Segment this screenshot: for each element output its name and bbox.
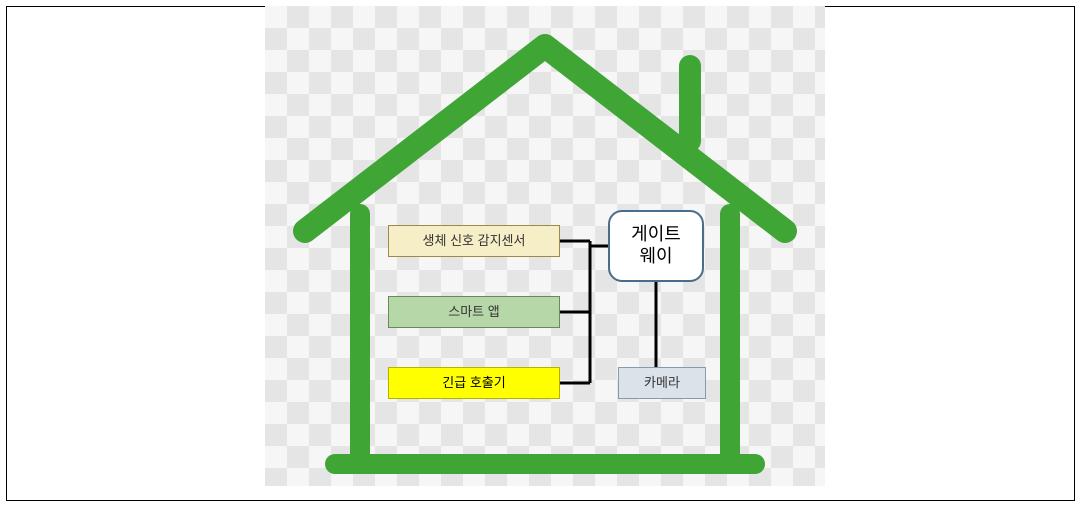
node-emergency-caller: 긴급 호출기 [388, 367, 560, 399]
node-biosignal-sensor: 생체 신호 감지센서 [388, 225, 560, 257]
node-gateway-label: 게이트 웨이 [631, 224, 681, 267]
node-smart-app: 스마트 앱 [388, 296, 560, 328]
house-roof [305, 46, 785, 231]
node-camera: 카메라 [618, 367, 706, 399]
node-gateway: 게이트 웨이 [608, 210, 704, 282]
